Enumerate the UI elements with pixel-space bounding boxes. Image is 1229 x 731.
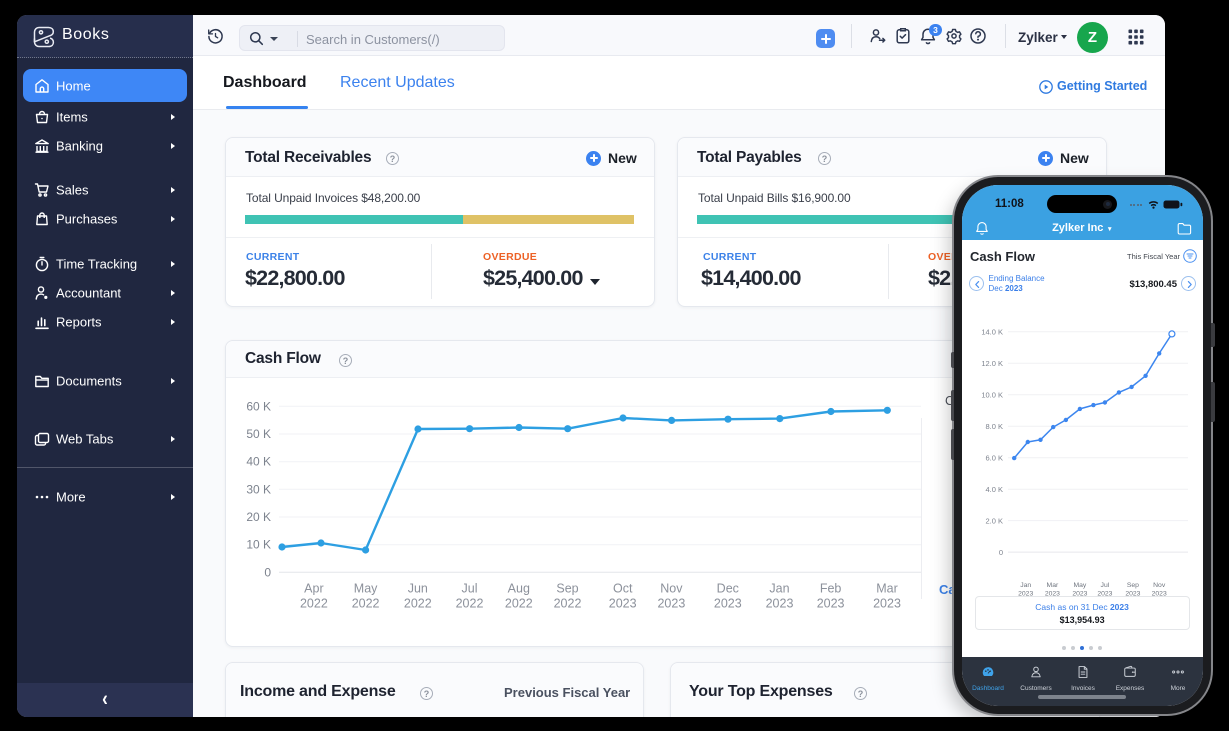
svg-text:Sep: Sep xyxy=(556,581,578,595)
svg-text:May: May xyxy=(1073,582,1086,589)
svg-text:0: 0 xyxy=(999,548,1003,557)
svg-text:Dec: Dec xyxy=(717,581,739,595)
svg-text:2022: 2022 xyxy=(404,596,432,610)
svg-text:Apr: Apr xyxy=(304,581,323,595)
svg-text:60 K: 60 K xyxy=(246,399,271,413)
svg-text:Jul: Jul xyxy=(1101,582,1110,589)
svg-text:2023: 2023 xyxy=(1045,591,1060,598)
svg-text:2023: 2023 xyxy=(714,596,742,610)
svg-text:Oct: Oct xyxy=(613,581,633,595)
svg-text:2023: 2023 xyxy=(657,596,685,610)
svg-text:2023: 2023 xyxy=(1018,591,1033,598)
svg-text:Jan: Jan xyxy=(769,581,789,595)
svg-text:10.0 K: 10.0 K xyxy=(981,391,1003,400)
svg-text:2022: 2022 xyxy=(300,596,328,610)
svg-text:2.0 K: 2.0 K xyxy=(985,516,1003,525)
svg-text:2022: 2022 xyxy=(554,596,582,610)
svg-text:6.0 K: 6.0 K xyxy=(985,453,1003,462)
svg-text:Sep: Sep xyxy=(1127,582,1139,589)
svg-text:2023: 2023 xyxy=(1152,591,1167,598)
svg-text:Jul: Jul xyxy=(462,581,478,595)
svg-text:2023: 2023 xyxy=(817,596,845,610)
svg-text:50 K: 50 K xyxy=(246,427,271,441)
svg-text:30 K: 30 K xyxy=(246,482,271,496)
svg-text:20 K: 20 K xyxy=(246,510,271,524)
svg-text:8.0 K: 8.0 K xyxy=(985,422,1003,431)
svg-text:Jun: Jun xyxy=(408,581,428,595)
svg-text:10 K: 10 K xyxy=(246,538,271,552)
svg-text:2023: 2023 xyxy=(873,596,901,610)
svg-text:Mar: Mar xyxy=(876,581,898,595)
svg-text:2023: 2023 xyxy=(1097,591,1112,598)
svg-text:Nov: Nov xyxy=(1153,582,1166,589)
svg-text:2022: 2022 xyxy=(456,596,484,610)
svg-text:14.0 K: 14.0 K xyxy=(981,328,1003,337)
svg-text:2023: 2023 xyxy=(609,596,637,610)
svg-text:2022: 2022 xyxy=(505,596,533,610)
svg-text:12.0 K: 12.0 K xyxy=(981,359,1003,368)
svg-text:2023: 2023 xyxy=(1072,591,1087,598)
svg-text:Jan: Jan xyxy=(1020,582,1031,589)
svg-text:40 K: 40 K xyxy=(246,455,271,469)
svg-text:Nov: Nov xyxy=(660,581,683,595)
svg-text:May: May xyxy=(354,581,378,595)
svg-text:0: 0 xyxy=(264,565,271,579)
svg-text:4.0 K: 4.0 K xyxy=(985,485,1003,494)
svg-text:Aug: Aug xyxy=(508,581,530,595)
svg-text:2022: 2022 xyxy=(352,596,380,610)
svg-text:2023: 2023 xyxy=(766,596,794,610)
svg-text:2023: 2023 xyxy=(1125,591,1140,598)
svg-text:Feb: Feb xyxy=(820,581,842,595)
svg-text:Mar: Mar xyxy=(1047,582,1059,589)
